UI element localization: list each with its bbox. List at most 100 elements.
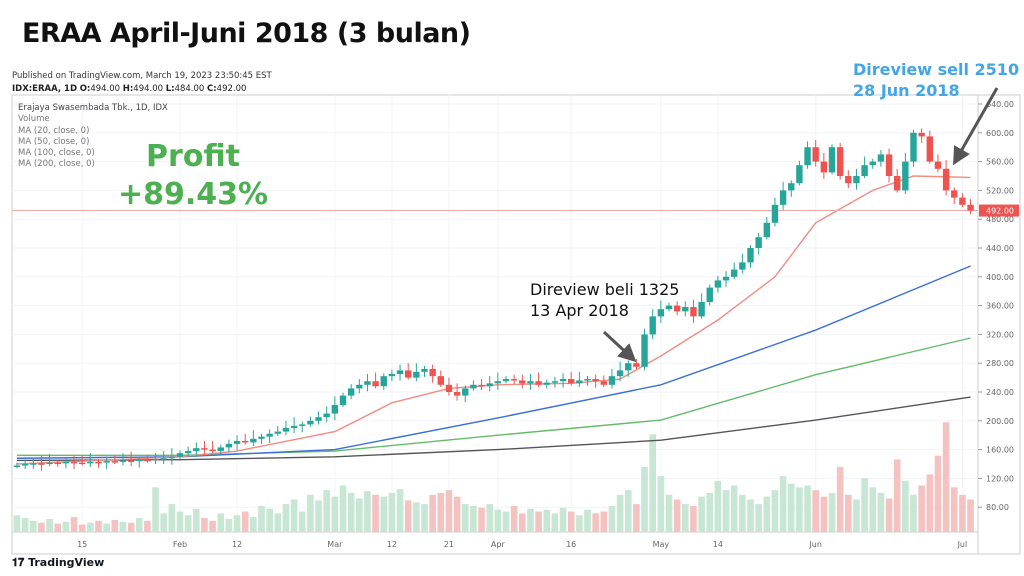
volume-bar <box>739 494 746 532</box>
candle-body <box>926 136 933 162</box>
candle-body <box>551 381 559 383</box>
volume-bar <box>193 508 200 532</box>
volume-bar <box>13 515 21 532</box>
volume-bar <box>494 509 502 532</box>
chart-title: ERAA April-Juni 2018 (3 bulan) <box>22 18 471 49</box>
y-tick-label: 560.00 <box>986 158 1014 167</box>
candle-body <box>625 363 632 371</box>
volume-bar <box>364 491 371 532</box>
candle-body <box>942 168 950 191</box>
volume-bar <box>421 504 428 532</box>
legend-ma100[interactable]: MA (100, close, 0) <box>18 148 95 159</box>
volume-bar <box>861 478 868 532</box>
legend-ma200[interactable]: MA (200, close, 0) <box>18 159 95 170</box>
brand-name: TradingView <box>28 556 105 569</box>
candle-body <box>453 392 461 396</box>
y-tick-label: 520.00 <box>986 186 1014 195</box>
volume-bar <box>307 494 314 532</box>
volume-bar <box>535 511 542 532</box>
sell-annotation: Direview sell 2510 28 Jun 2018 <box>853 59 1019 101</box>
y-tick-label: 360.00 <box>986 302 1014 311</box>
l-label: L: <box>165 84 175 94</box>
candle-body <box>885 154 893 176</box>
candle-body <box>152 458 159 461</box>
tradingview-logo[interactable]: 𝟏𝟕 TradingView <box>12 556 104 570</box>
candle-body <box>967 204 974 211</box>
candle-body <box>788 183 795 191</box>
candle-body <box>250 438 257 443</box>
volume-bar <box>608 505 616 532</box>
volume-bar <box>902 480 909 532</box>
candle-body <box>568 379 575 384</box>
candle-body <box>861 165 868 176</box>
sell-label: Direview sell 2510 <box>853 60 1020 79</box>
candle-body <box>46 462 53 465</box>
volume-bar <box>46 518 53 532</box>
x-tick-label: May <box>653 540 670 549</box>
volume-bar <box>461 504 469 532</box>
candle-body <box>584 379 591 381</box>
candle-body <box>543 382 550 385</box>
candle-body <box>437 376 444 385</box>
candle-body <box>739 262 746 270</box>
candle-body <box>747 248 754 263</box>
candle-body <box>21 464 29 466</box>
y-tick-label: 240.00 <box>986 388 1014 397</box>
candle-body <box>87 461 94 464</box>
volume-bar <box>616 494 624 532</box>
volume-bar <box>478 507 485 532</box>
volume-bar <box>673 499 681 532</box>
candle-body <box>510 379 518 381</box>
candle-body <box>804 147 811 166</box>
volume-bar <box>241 511 249 532</box>
volume-bar <box>380 496 388 532</box>
legend: Erajaya Swasembada Tbk., 1D, IDX Volume … <box>18 103 168 171</box>
volume-bar <box>885 498 893 532</box>
volume-bar <box>111 519 119 532</box>
candle-body <box>706 287 713 302</box>
volume-bar <box>755 504 762 532</box>
volume-bar <box>135 518 143 532</box>
legend-ma50[interactable]: MA (50, close, 0) <box>18 136 90 147</box>
candle-body <box>902 161 909 191</box>
volume-bar <box>201 518 208 532</box>
candle-body <box>70 461 78 464</box>
last-price-label: 492.00 <box>986 207 1014 216</box>
candle-body <box>576 380 583 384</box>
buy-annotation: Direview beli 1325 13 Apr 2018 <box>530 279 679 321</box>
candle-body <box>144 459 151 462</box>
volume-bar <box>486 504 493 532</box>
legend-symbol[interactable]: Erajaya Swasembada Tbk., 1D, IDX <box>18 103 168 113</box>
volume-bar <box>429 494 436 532</box>
y-tick-label: 480.00 <box>986 215 1014 224</box>
volume-bar <box>722 490 730 532</box>
candle-body <box>470 384 477 389</box>
legend-ma20[interactable]: MA (20, close, 0) <box>18 125 90 136</box>
candle-body <box>429 368 436 377</box>
candle-body <box>413 371 420 378</box>
volume-bar <box>543 509 551 532</box>
candle-body <box>616 370 624 377</box>
volume-bar <box>510 505 518 532</box>
volume-bar <box>950 487 958 532</box>
candle-body <box>299 424 306 426</box>
volume-bar <box>274 513 282 532</box>
candle-body <box>380 376 387 387</box>
candle-body <box>641 334 648 367</box>
candle-body <box>731 269 738 277</box>
candle-body <box>184 451 192 454</box>
candle-body <box>519 380 526 384</box>
volume-bar <box>176 511 184 532</box>
legend-volume[interactable]: Volume <box>18 114 50 125</box>
volume-bar <box>690 505 697 532</box>
candle-body <box>853 176 860 184</box>
candle-body <box>119 460 127 462</box>
last-price-badge <box>979 204 1019 217</box>
profit-value: +89.43% <box>118 177 269 212</box>
volume-bar <box>78 524 86 532</box>
candle-body <box>258 436 265 439</box>
volume-bar <box>893 459 901 532</box>
candle-body <box>396 370 404 374</box>
volume-bar <box>437 492 445 532</box>
